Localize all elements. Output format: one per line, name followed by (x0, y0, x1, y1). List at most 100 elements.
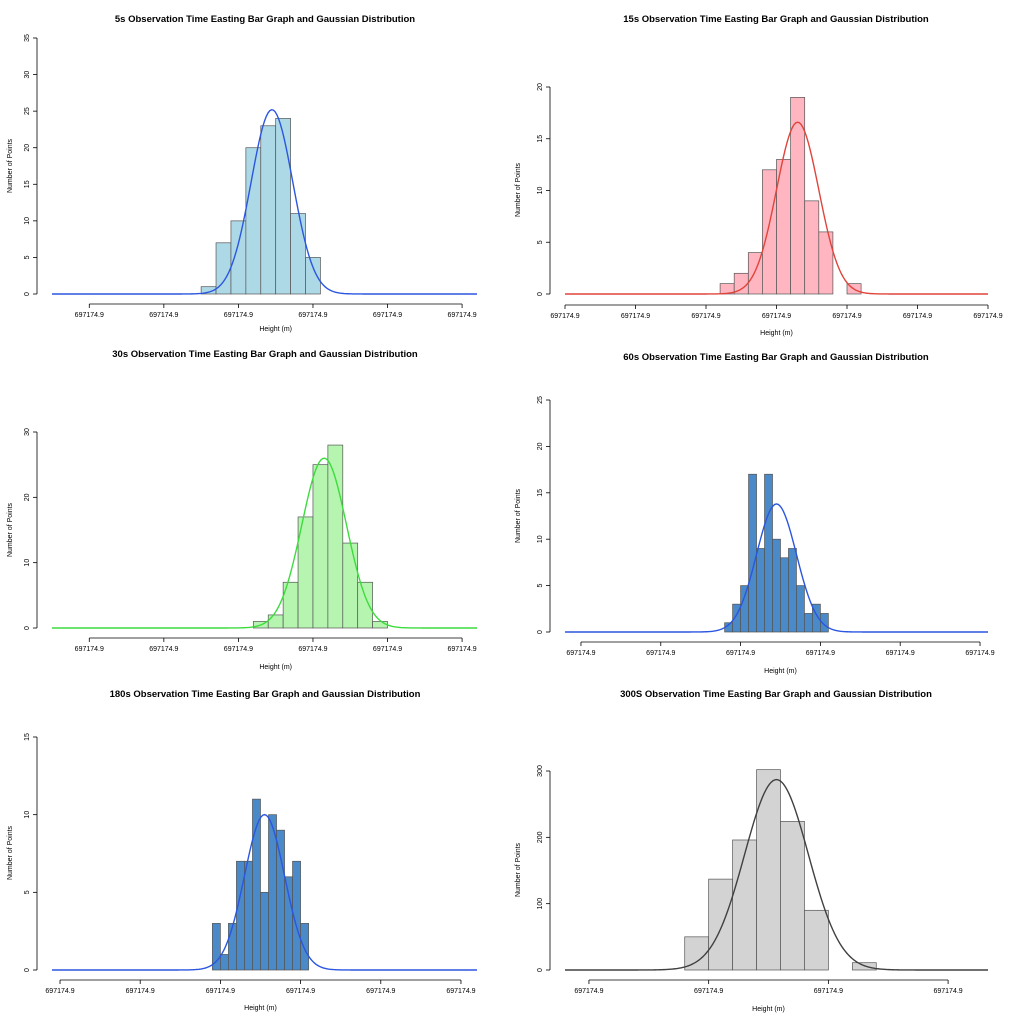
histogram-bar (276, 829, 285, 971)
y-tick-label: 0 (537, 292, 544, 296)
x-tick-label: 697174.9 (447, 646, 476, 653)
chart-title: 300S Observation Time Easting Bar Graph … (620, 689, 932, 700)
x-tick-label: 697174.9 (224, 312, 253, 319)
histogram-bar (267, 614, 284, 629)
chart-title: 30s Observation Time Easting Bar Graph a… (112, 349, 418, 360)
x-tick-label: 697174.9 (973, 313, 1002, 320)
x-tick-label: 697174.9 (75, 646, 104, 653)
x-axis-label: Height (m) (244, 1005, 277, 1012)
histogram-bar (748, 473, 757, 633)
x-tick-label: 697174.9 (806, 650, 835, 657)
y-tick-label: 0 (537, 968, 544, 972)
histogram-bar (818, 231, 834, 295)
x-tick-label: 697174.9 (886, 650, 915, 657)
histogram-bar (762, 169, 777, 295)
x-tick-label: 697174.9 (646, 650, 675, 657)
x-tick-label: 697174.9 (149, 312, 178, 319)
x-tick-label: 697174.9 (206, 988, 235, 995)
histogram-bar (780, 821, 805, 971)
x-tick-label: 697174.9 (691, 313, 720, 320)
histogram-bar (292, 860, 301, 971)
histogram-bar (327, 444, 344, 629)
x-tick-label: 697174.9 (45, 988, 74, 995)
x-tick-label: 697174.9 (814, 988, 843, 995)
histogram-bar (305, 257, 321, 295)
histogram-bar (790, 96, 806, 295)
y-axis-label: Number of Points (515, 488, 522, 543)
x-tick-label: 697174.9 (224, 646, 253, 653)
chart-panel-6: 300S Observation Time Easting Bar Graph … (515, 689, 988, 1013)
x-tick-label: 697174.9 (965, 650, 994, 657)
x-tick-label: 697174.9 (550, 313, 579, 320)
gaussian-curve (52, 457, 477, 629)
histogram-bar (284, 876, 293, 971)
x-tick-label: 697174.9 (126, 988, 155, 995)
x-tick-label: 697174.9 (149, 646, 178, 653)
histogram-bar (220, 954, 229, 971)
y-axis-label: Number of Points (515, 162, 522, 217)
y-tick-label: 0 (24, 968, 31, 972)
x-tick-label: 697174.9 (366, 988, 395, 995)
y-axis-label: Number of Points (7, 502, 14, 557)
x-tick-label: 697174.9 (373, 312, 402, 319)
histogram-bar (772, 538, 781, 633)
x-tick-label: 697174.9 (447, 312, 476, 319)
x-axis-label: Height (m) (760, 330, 793, 337)
x-axis-label: Height (m) (259, 326, 292, 333)
chart-title: 60s Observation Time Easting Bar Graph a… (623, 352, 929, 363)
histogram-bar (312, 464, 329, 629)
histogram-bar (300, 923, 309, 971)
x-tick-label: 697174.9 (832, 313, 861, 320)
histogram-bar (756, 548, 765, 633)
y-tick-label: 5 (24, 255, 31, 259)
histogram-bar (732, 839, 757, 971)
x-tick-label: 697174.9 (373, 646, 402, 653)
x-tick-label: 697174.9 (298, 312, 327, 319)
y-tick-label: 15 (537, 135, 544, 143)
chart-panel-1: 5s Observation Time Easting Bar Graph an… (7, 14, 477, 333)
y-tick-label: 20 (24, 144, 31, 152)
y-tick-label: 5 (537, 584, 544, 588)
x-tick-label: 697174.9 (621, 313, 650, 320)
histogram-bar (357, 581, 373, 629)
y-tick-label: 0 (24, 626, 31, 630)
x-tick-label: 697174.9 (75, 312, 104, 319)
y-tick-label: 10 (537, 535, 544, 543)
histogram-bar (740, 585, 749, 633)
histogram-bar (212, 923, 221, 971)
histogram-bar (788, 548, 797, 633)
x-tick-label: 697174.9 (286, 988, 315, 995)
y-tick-label: 30 (24, 71, 31, 79)
y-tick-label: 100 (537, 898, 544, 910)
histogram-bar (260, 891, 269, 971)
histogram-bar (228, 923, 237, 971)
y-tick-label: 10 (24, 217, 31, 225)
chart-panel-3: 30s Observation Time Easting Bar Graph a… (7, 349, 477, 671)
y-tick-label: 10 (24, 559, 31, 567)
y-tick-label: 300 (537, 765, 544, 777)
chart-title: 5s Observation Time Easting Bar Graph an… (115, 14, 415, 25)
y-tick-label: 0 (24, 292, 31, 296)
histogram-bar (820, 613, 829, 633)
gaussian-curve (52, 813, 477, 971)
x-tick-label: 697174.9 (933, 988, 962, 995)
histogram-bar (342, 542, 359, 629)
chart-title: 180s Observation Time Easting Bar Graph … (110, 689, 421, 700)
histogram-bar (290, 213, 306, 295)
x-tick-label: 697174.9 (566, 650, 595, 657)
y-tick-label: 20 (24, 493, 31, 501)
y-tick-label: 25 (537, 396, 544, 404)
y-tick-label: 25 (24, 107, 31, 115)
y-tick-label: 5 (24, 890, 31, 894)
x-tick-label: 697174.9 (903, 313, 932, 320)
histogram-bar (230, 220, 247, 295)
x-axis-label: Height (m) (764, 668, 797, 675)
y-axis-label: Number of Points (515, 842, 522, 897)
histogram-bar (756, 769, 781, 971)
histogram-bar (780, 557, 789, 633)
x-tick-label: 697174.9 (298, 646, 327, 653)
y-tick-label: 20 (537, 442, 544, 450)
x-tick-label: 697174.9 (726, 650, 755, 657)
histogram-bar (796, 585, 805, 633)
